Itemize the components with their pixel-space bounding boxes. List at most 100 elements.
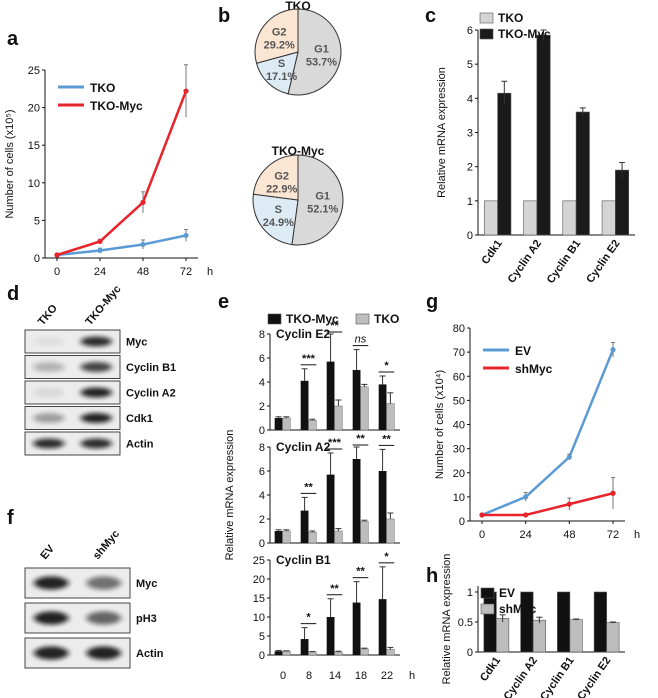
data-point	[97, 238, 103, 245]
band-label: Myc	[136, 578, 157, 590]
panel-letter-d: d	[7, 283, 19, 305]
x-tick-label: Cyclin A2	[506, 238, 544, 286]
pie-slice-value: 29.2%	[264, 40, 295, 52]
bar-shMyc-Cyclin A2	[532, 619, 546, 653]
blot-band	[80, 336, 112, 347]
bar-EV-Cyclin B1	[557, 591, 571, 653]
y-tick-label: 70	[453, 347, 465, 359]
pie-slice-value: 52.1%	[307, 204, 338, 216]
bar-shMyc-Cyclin E2	[606, 622, 620, 653]
blot-band	[33, 387, 65, 398]
y-tick-label: 0	[259, 425, 265, 437]
panel-letter-e: e	[218, 291, 229, 313]
y-tick-label: 0	[467, 647, 473, 659]
bar-shMyc-Cdk1	[496, 618, 510, 653]
band-label: pH3	[136, 613, 157, 625]
x-unit: h	[409, 670, 415, 682]
significance-label: ***	[328, 437, 342, 449]
bar-TKO-Myc-Cyclin A2	[536, 34, 551, 236]
y-tick-label: 1	[467, 587, 473, 599]
data-point	[610, 490, 616, 496]
bar-EV-Cyclin E2	[593, 591, 607, 653]
legend-swatch	[355, 313, 370, 325]
y-tick-label: 4	[467, 93, 473, 105]
series-line-shMyc	[482, 492, 614, 517]
data-point	[479, 512, 485, 518]
band-label: Cyclin A2	[126, 388, 176, 400]
band-label: Actin	[136, 648, 164, 660]
bar-TKO-22	[386, 649, 395, 656]
bar-TKO-Myc-0	[274, 418, 283, 430]
significance-label: **	[382, 433, 391, 445]
bar-TKO-8	[308, 651, 317, 656]
significance-label: ***	[302, 353, 316, 365]
y-tick-label: 6	[259, 353, 265, 365]
blot-strip-Cyclin B1	[24, 355, 121, 379]
panel-letter-h: h	[426, 565, 438, 587]
bar-TKO-Myc-0	[274, 651, 283, 655]
band-label: Cyclin B1	[126, 362, 176, 374]
lane-label: shMyc	[91, 528, 122, 562]
data-point	[610, 347, 616, 353]
subplot-title: Cyclin B1	[276, 553, 331, 567]
series-line-EV	[481, 349, 615, 517]
bar-EV-Cyclin A2	[520, 591, 534, 653]
blot-strip-Actin	[24, 431, 121, 456]
blot-band	[33, 438, 65, 449]
y-tick-label: 5	[467, 59, 473, 71]
y-tick-label: 0	[259, 650, 265, 662]
x-tick-label: Cyclin B1	[545, 238, 584, 286]
x-tick-label: 48	[563, 529, 575, 541]
pie-slice-value: 53.7%	[306, 57, 337, 69]
bar-TKO-Myc-18	[352, 370, 361, 430]
y-tick-label: 6	[467, 25, 473, 37]
x-tick-label: Cdk1	[478, 655, 503, 684]
subplot-Cyclin E2: 02468 Cyclin E2*****ns*	[259, 320, 400, 437]
lane-label: TKO-Myc	[83, 283, 123, 328]
legend-label: TKO	[498, 11, 523, 25]
data-point	[523, 512, 529, 518]
bar-TKO-Cyclin B1	[562, 200, 577, 236]
bar-shMyc-Cyclin B1	[569, 619, 583, 653]
pie-slice-label: G2	[272, 27, 287, 39]
y-tick-label: 8	[259, 442, 265, 454]
legend-label: EV	[515, 344, 531, 358]
bar-TKO-Myc-14	[326, 474, 335, 543]
pie-slice-label: S	[278, 58, 285, 70]
blot-strip-Cyclin A2	[24, 380, 121, 405]
data-point	[523, 494, 529, 500]
legend-swatch	[479, 12, 494, 24]
pie-slice-value: 22.9%	[266, 183, 297, 195]
panel-letter-g: g	[426, 291, 438, 313]
pie-slice-label: S	[275, 204, 282, 216]
bar-TKO-18	[360, 521, 369, 544]
blot-band	[86, 646, 122, 660]
blot-band	[80, 438, 112, 449]
x-tick-label: 24	[520, 529, 532, 541]
y-axis-label: Relative mRNA expression	[224, 430, 236, 561]
pie-slice-G2	[252, 154, 299, 201]
band-label: Actin	[126, 439, 154, 451]
significance-label: *	[384, 360, 389, 372]
y-tick-label: 10	[453, 492, 465, 504]
y-tick-label: 5	[34, 215, 40, 227]
y-tick-label: 40	[453, 420, 465, 432]
x-tick-label: 0	[280, 670, 286, 682]
band-label: Myc	[126, 337, 147, 349]
y-tick-label: 25	[253, 555, 265, 567]
bar-TKO-0	[282, 650, 291, 656]
data-point	[183, 88, 189, 94]
bar-TKO-Cyclin E2	[601, 200, 616, 236]
bar-TKO-Myc-18	[352, 602, 361, 655]
pie-slice-G2	[254, 8, 299, 64]
western-blot-f: EV shMyc Myc pH3 Actin	[24, 528, 164, 669]
y-tick-label: 2	[259, 514, 265, 526]
panel-letter-b: b	[218, 5, 230, 27]
subplot-Cyclin A2: 02468 Cyclin A2***** ** **	[259, 433, 400, 550]
data-point	[140, 199, 146, 205]
legend-label: shMyc	[499, 602, 537, 616]
